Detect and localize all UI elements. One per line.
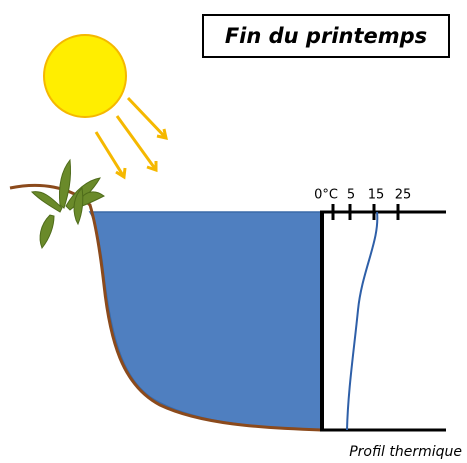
diagram: Fin du printemps 0°C 5 15 25 Profil ther…	[0, 0, 467, 463]
plants	[32, 160, 104, 248]
lake-water	[90, 212, 322, 430]
sun	[44, 35, 126, 117]
scale-label: 25	[395, 188, 412, 203]
temperature-profile	[347, 212, 377, 430]
title: Fin du printemps	[225, 24, 427, 48]
scale-label: 5	[347, 188, 355, 203]
caption: Profil thermique	[349, 444, 462, 460]
scale-label: 0°C	[314, 188, 338, 203]
scale-label: 15	[368, 188, 385, 203]
